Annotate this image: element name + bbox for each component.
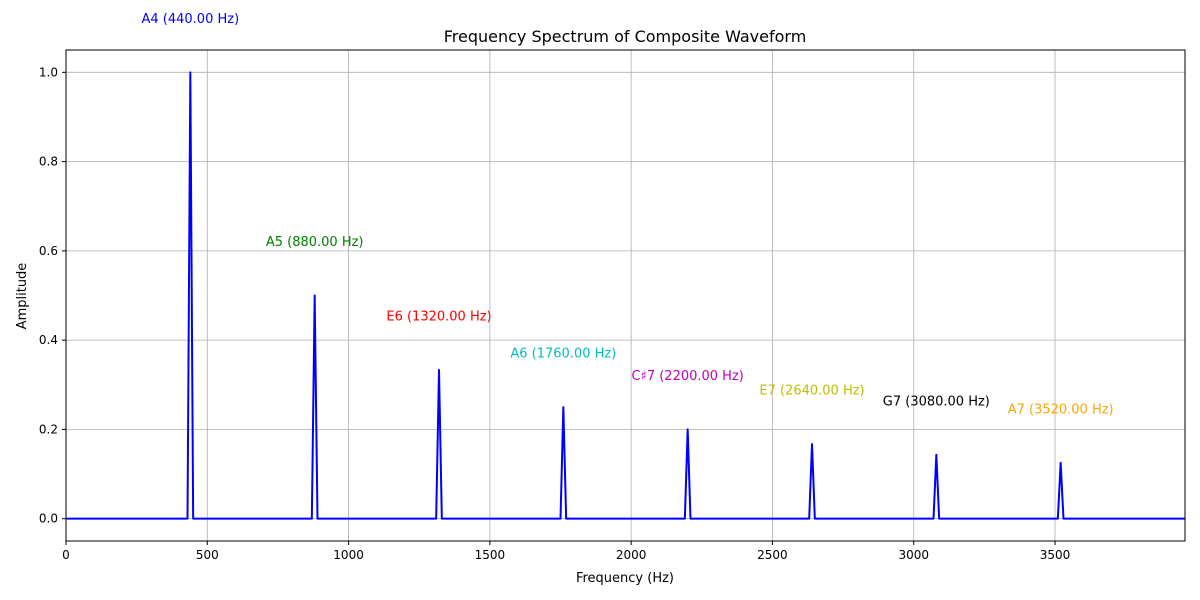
axis-ticks: 0 500 1000 1500 2000 2500 3000 3500 0.0 0.2 0.4 0.6… xyxy=(39,65,1070,562)
x-tick-label: 1000 xyxy=(333,548,364,562)
y-tick-label: 0.8 xyxy=(39,155,58,169)
peak-annotations: A4 (440.00 Hz) A5 (880.00 Hz) E6 (1320.00 … xyxy=(141,12,1113,418)
plot-line-layer xyxy=(66,71,1185,520)
peak-label: A6 (1760.00 Hz) xyxy=(510,347,616,362)
peak-label: E6 (1320.00 Hz) xyxy=(386,309,491,324)
chart-title: Frequency Spectrum of Composite Waveform xyxy=(444,27,807,46)
x-tick-label: 500 xyxy=(196,548,219,562)
y-tick-label: 0.2 xyxy=(39,422,58,436)
x-axis-label: Frequency (Hz) xyxy=(576,571,674,586)
peak-point xyxy=(1059,462,1062,464)
y-axis-label: Amplitude xyxy=(15,263,30,330)
y-tick-label: 0.4 xyxy=(39,333,58,347)
x-tick-label: 3500 xyxy=(1040,548,1071,562)
peak-point xyxy=(935,454,938,456)
peak-point xyxy=(189,71,192,74)
x-tick-label: 3000 xyxy=(898,548,929,562)
peak-label: A5 (880.00 Hz) xyxy=(266,235,364,250)
y-tick-label: 0.0 xyxy=(39,512,58,526)
grid xyxy=(65,50,1185,541)
spectrum-line xyxy=(66,71,1185,520)
peak-label: A7 (3520.00 Hz) xyxy=(1008,402,1114,417)
y-tick-label: 1.0 xyxy=(39,65,58,79)
x-tick-label: 2000 xyxy=(616,548,647,562)
peak-point xyxy=(686,428,689,431)
peak-point xyxy=(313,294,316,297)
peak-point xyxy=(811,443,813,445)
peak-label: E7 (2640.00 Hz) xyxy=(759,384,864,399)
peak-point xyxy=(562,406,565,408)
x-tick-label: 1500 xyxy=(475,548,506,562)
peak-label: C♯7 (2200.00 Hz) xyxy=(631,369,743,384)
peak-point xyxy=(438,369,440,371)
plot-frame xyxy=(65,49,1186,542)
peak-label: G7 (3080.00 Hz) xyxy=(883,394,990,409)
y-tick-label: 0.6 xyxy=(39,244,58,258)
x-tick-label: 0 xyxy=(62,548,70,562)
x-tick-label: 2500 xyxy=(757,548,788,562)
peak-label: A4 (440.00 Hz) xyxy=(141,12,239,27)
